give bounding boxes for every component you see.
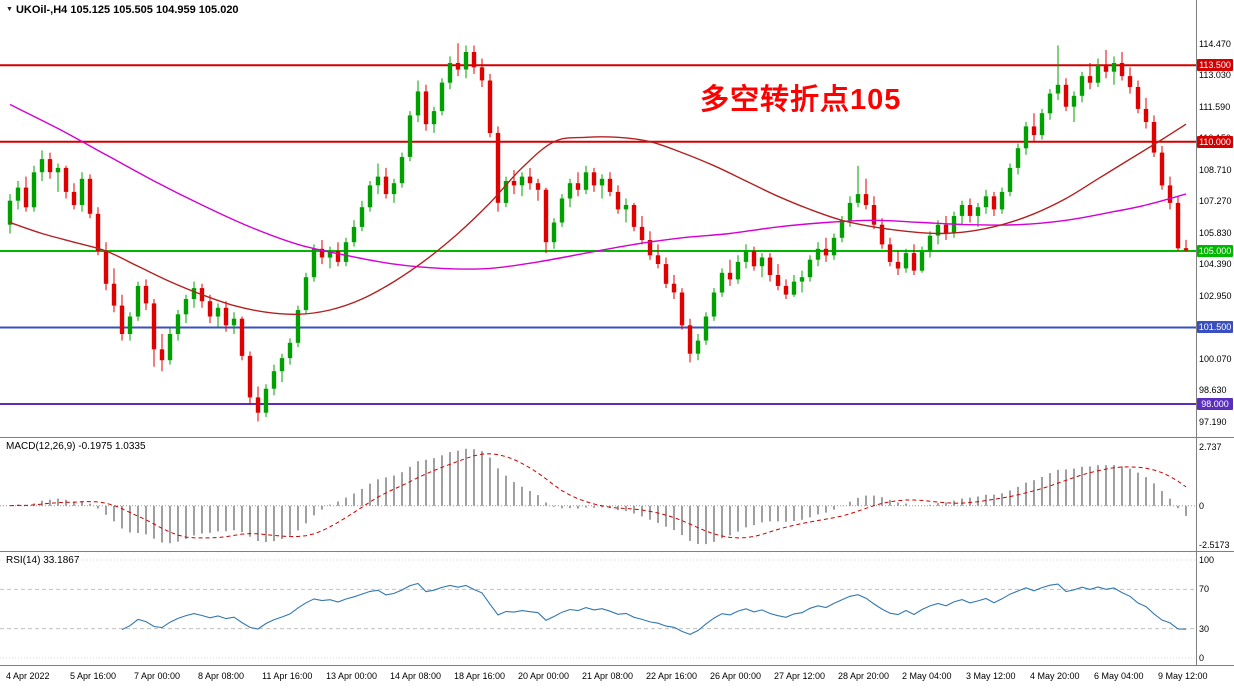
price-line-badge: 98.000 (1197, 398, 1233, 410)
macd-axis-label: 0 (1199, 501, 1205, 511)
rsi-indicator-label: RSI(14) 33.1867 (6, 555, 80, 566)
macd-axis-label: -2.5173 (1199, 540, 1230, 550)
price-axis-label: 113.030 (1199, 70, 1231, 80)
time-axis-label: 9 May 12:00 (1158, 671, 1208, 681)
time-axis-label: 5 Apr 16:00 (70, 671, 117, 681)
candles (7, 43, 1189, 422)
rsi-axis-label: 30 (1199, 624, 1210, 634)
time-axis-label: 14 Apr 08:00 (390, 671, 442, 681)
horizontal-level-lines (0, 64, 1196, 405)
price-line-badge: 110.000 (1197, 136, 1233, 148)
time-axis-label: 18 Apr 16:00 (454, 671, 506, 681)
time-axis-label: 7 Apr 00:00 (134, 671, 181, 681)
price-axis-label: 102.950 (1199, 291, 1232, 301)
chart-title-text: UKOil-,H4 105.125 105.505 104.959 105.02… (15, 4, 239, 16)
moving-averages (9, 103, 1187, 316)
annotation-text[interactable]: 多空转折点105 (700, 84, 902, 116)
time-axis-label: 27 Apr 12:00 (774, 671, 826, 681)
time-axis-label: 4 Apr 2022 (6, 671, 50, 681)
price-axis-label: 111.590 (1199, 102, 1231, 112)
price-axis-label: 107.270 (1199, 196, 1232, 206)
price-line-badge: 101.500 (1197, 321, 1233, 333)
price-axis-label: 114.470 (1199, 39, 1231, 49)
time-axis-label: 21 Apr 08:00 (582, 671, 634, 681)
chart-title: ▼ UKOil-,H4 105.125 105.505 104.959 105.0… (6, 4, 239, 16)
time-axis-label: 22 Apr 16:00 (646, 671, 698, 681)
price-line-badge: 113.500 (1197, 59, 1233, 71)
time-axis-label: 20 Apr 00:00 (518, 671, 570, 681)
time-axis-label: 28 Apr 20:00 (838, 671, 890, 681)
macd-panel (0, 448, 1196, 545)
price-axis-label: 104.390 (1199, 259, 1232, 269)
price-axis-label: 100.070 (1199, 354, 1232, 364)
time-axis-label: 26 Apr 00:00 (710, 671, 762, 681)
price-axis-label: 97.190 (1199, 417, 1227, 427)
time-axis-label: 2 May 04:00 (902, 671, 952, 681)
panel-separators (0, 0, 1234, 666)
time-axis-label: 11 Apr 16:00 (262, 671, 313, 681)
rsi-axis-label: 0 (1199, 653, 1205, 663)
collapse-icon[interactable]: ▼ (6, 6, 13, 13)
time-axis-label: 13 Apr 00:00 (326, 671, 378, 681)
time-axis-label: 3 May 12:00 (966, 671, 1016, 681)
price-axis-label: 98.630 (1199, 385, 1227, 395)
rsi-axis-label: 100 (1199, 555, 1215, 565)
macd-axis-label: 2.737 (1199, 442, 1222, 452)
time-axis-label: 8 Apr 08:00 (198, 671, 245, 681)
time-axis-label: 4 May 20:00 (1030, 671, 1080, 681)
price-axis-label: 105.830 (1199, 228, 1232, 238)
rsi-panel (0, 559, 1196, 659)
price-line-badge: 105.000 (1197, 245, 1233, 257)
time-axis-label: 6 May 04:00 (1094, 671, 1144, 681)
macd-indicator-label: MACD(12,26,9) -0.1975 1.0335 (6, 441, 146, 452)
price-axis-label: 108.710 (1199, 165, 1232, 175)
rsi-axis-label: 70 (1199, 584, 1210, 594)
